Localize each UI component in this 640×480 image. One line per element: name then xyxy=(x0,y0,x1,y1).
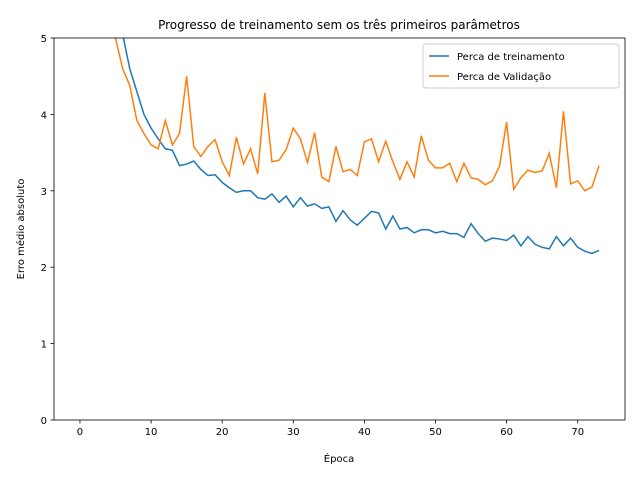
y-tick-label: 1 xyxy=(41,340,47,351)
x-tick-label: 20 xyxy=(216,427,229,438)
chart-title: Progresso de treinamento sem os três pri… xyxy=(158,18,520,32)
y-tick-label: 0 xyxy=(41,416,47,427)
x-axis-label: Época xyxy=(324,452,354,465)
legend-box xyxy=(422,43,620,89)
x-tick-label: 50 xyxy=(429,427,442,438)
y-axis-label: Erro médio absoluto xyxy=(15,179,27,280)
x-tick-label: 60 xyxy=(500,427,513,438)
y-tick-label: 4 xyxy=(41,110,47,121)
x-tick-label: 0 xyxy=(77,427,83,438)
series-line xyxy=(122,38,600,255)
x-tick-label: 10 xyxy=(145,427,158,438)
x-tick-label: 30 xyxy=(287,427,300,438)
series-line xyxy=(114,38,600,192)
legend-label: Perca de treinamento xyxy=(457,52,565,63)
y-tick-label: 2 xyxy=(41,263,47,274)
x-tick-label: 40 xyxy=(358,427,371,438)
y-tick-label: 3 xyxy=(41,187,47,198)
plot-area xyxy=(114,38,600,255)
y-tick-label: 5 xyxy=(41,34,47,45)
axes-frame xyxy=(53,37,626,421)
legend-label: Perca de Validação xyxy=(457,72,551,83)
x-tick-label: 70 xyxy=(571,427,584,438)
